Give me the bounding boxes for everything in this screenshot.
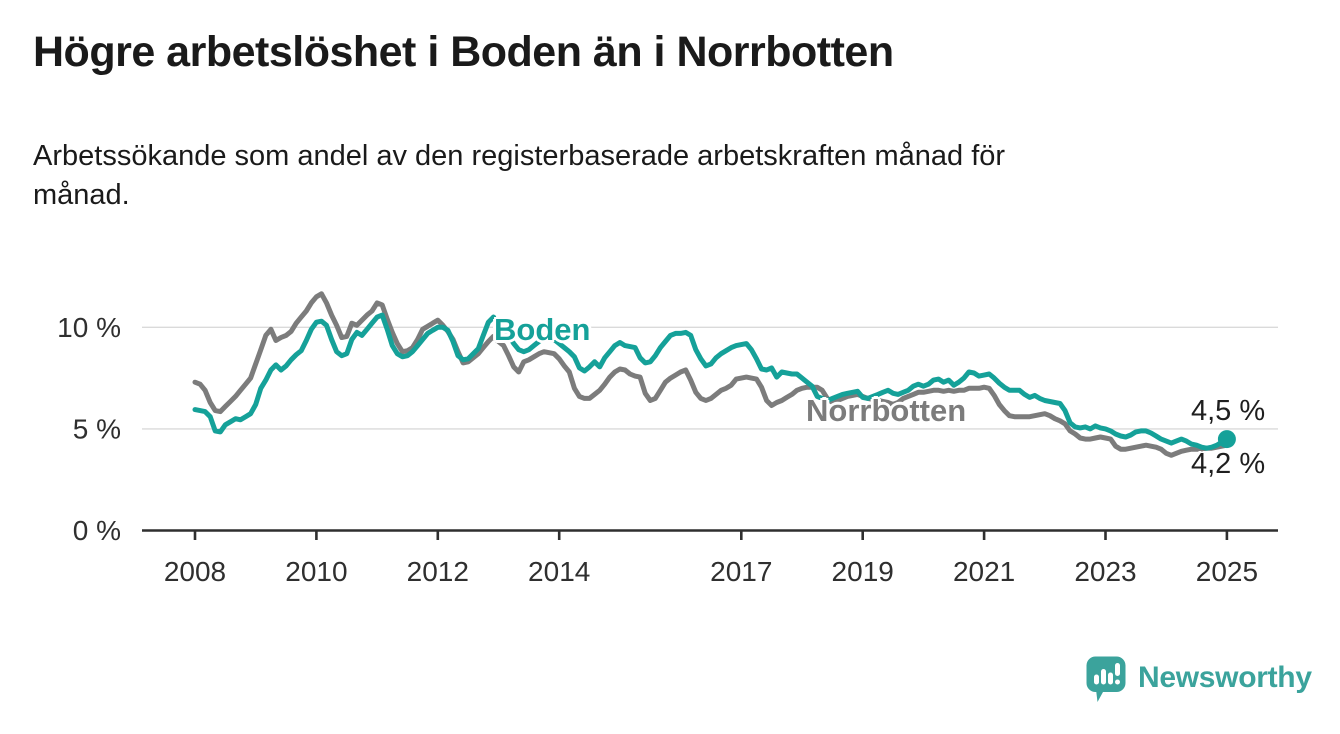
logo-bar-medium-icon xyxy=(1108,672,1113,685)
x-tick-label: 2023 xyxy=(1074,556,1136,587)
x-tick-label: 2025 xyxy=(1196,556,1258,587)
x-tick-label: 2012 xyxy=(407,556,469,587)
series-line-boden xyxy=(192,312,1230,451)
logo-exclamation-stem-icon xyxy=(1115,663,1120,676)
y-tick-label: 10 % xyxy=(57,312,121,343)
series-label-norrbotten: Norrbotten xyxy=(806,393,967,428)
page-title: Högre arbetslöshet i Boden än i Norrbott… xyxy=(33,28,894,76)
unemployment-line-chart: 2008 2010 2012 2014 2017 2019 2021 2023 2025 0 % 5… xyxy=(57,291,1278,587)
x-tick-label: 2008 xyxy=(164,556,226,587)
x-tick-label: 2010 xyxy=(285,556,347,587)
subtitle-line-1: Arbetssökande som andel av den registerb… xyxy=(33,140,1006,172)
series-label-boden: Boden xyxy=(494,312,591,347)
newsworthy-wordmark: Newsworthy xyxy=(1138,661,1312,694)
end-value-boden: 4,5 % xyxy=(1191,395,1266,427)
end-value-norrbotten: 4,2 % xyxy=(1191,448,1266,480)
chart-subtitle: Arbetssökande som andel av den registerb… xyxy=(33,137,1253,215)
logo-exclamation-dot-icon xyxy=(1115,679,1120,685)
series-line-norrbotten xyxy=(192,291,1230,458)
series-end-dot xyxy=(1217,430,1236,449)
newsworthy-logo-icon xyxy=(1086,656,1126,702)
x-tick-label: 2019 xyxy=(832,556,894,587)
logo-bar-small-icon xyxy=(1094,674,1099,685)
y-tick-label: 5 % xyxy=(73,413,121,444)
x-tick-label: 2014 xyxy=(528,556,590,587)
x-tick-label: 2017 xyxy=(710,556,772,587)
x-tick-label: 2021 xyxy=(953,556,1015,587)
logo-bar-tall-icon xyxy=(1101,669,1106,685)
y-tick-label: 0 % xyxy=(73,515,121,546)
subtitle-line-2: månad. xyxy=(33,179,130,211)
newsworthy-logo: Newsworthy xyxy=(1086,656,1312,704)
